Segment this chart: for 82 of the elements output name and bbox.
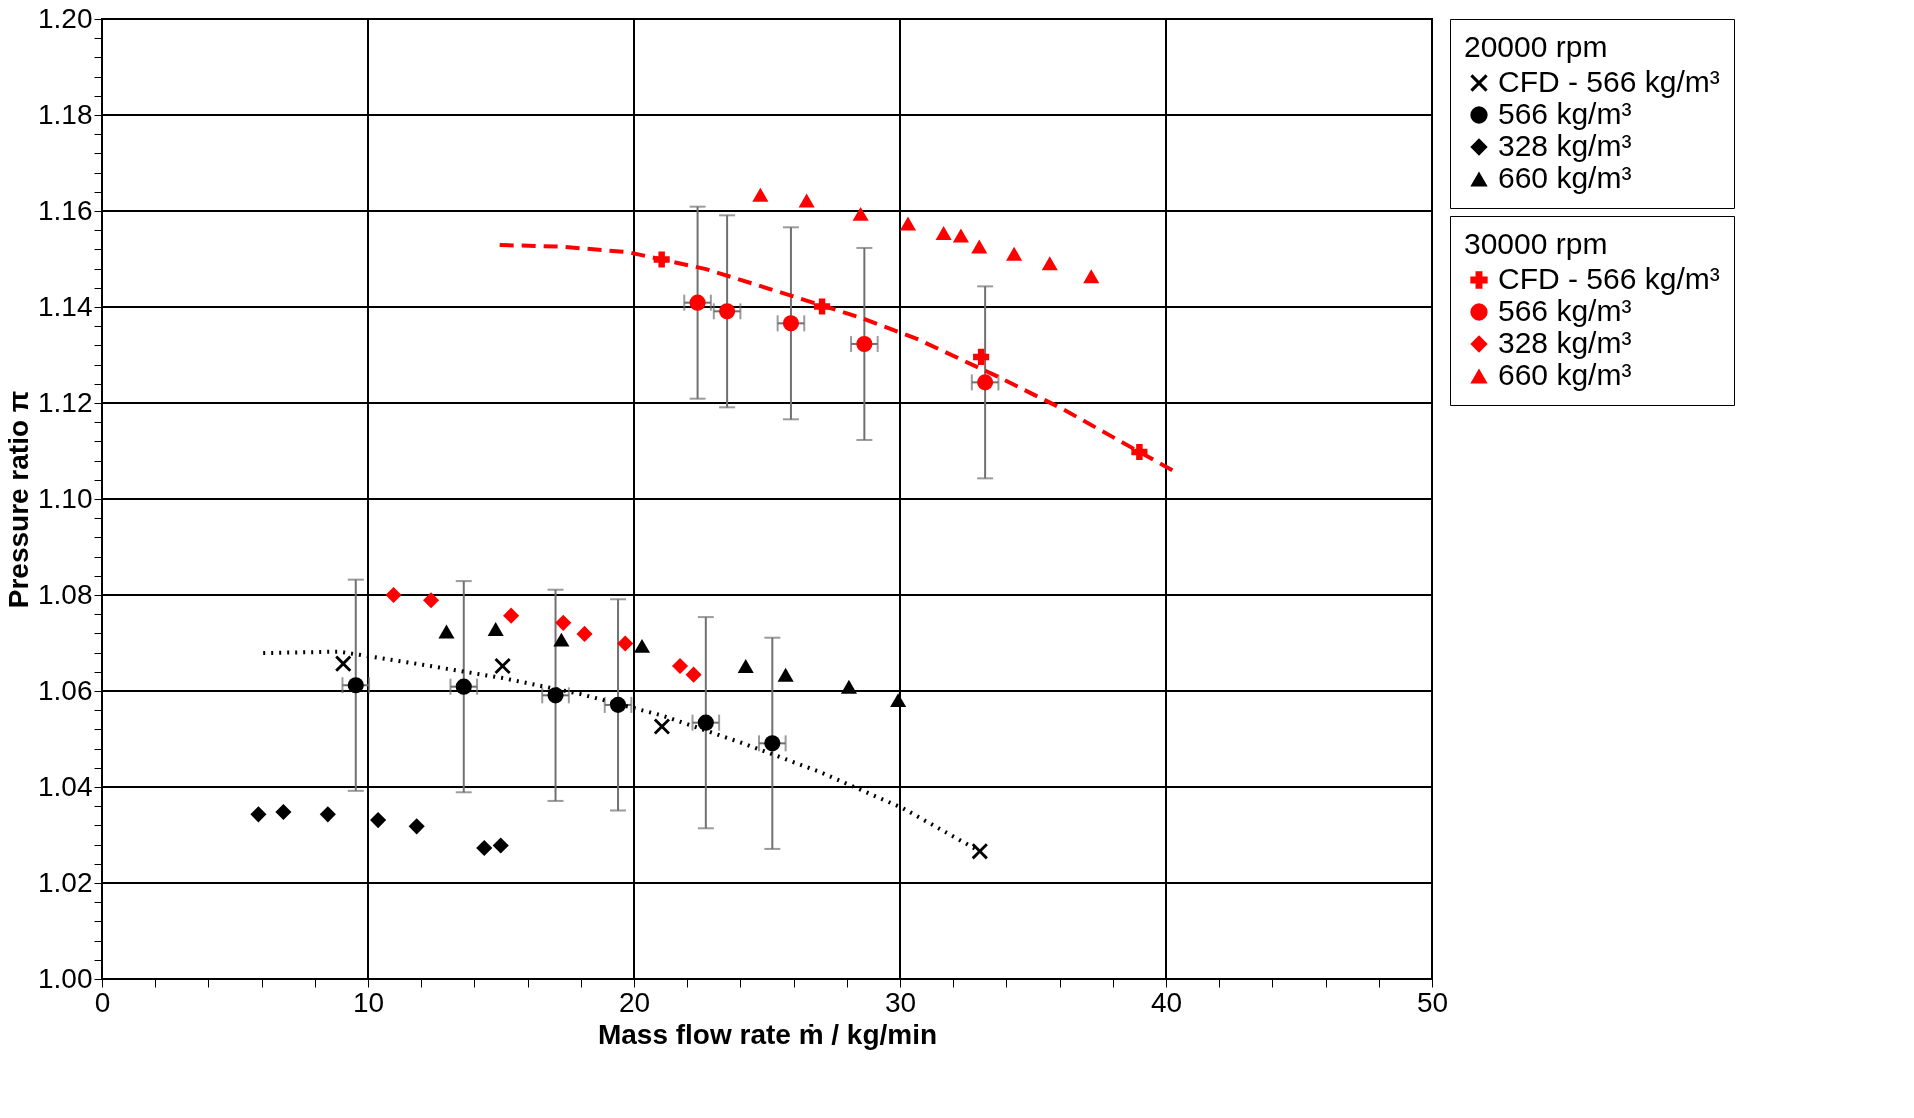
legend-label: 566 kg/m³ — [1498, 294, 1632, 327]
point — [1041, 256, 1058, 271]
legend-label: 328 kg/m³ — [1498, 129, 1632, 162]
point — [971, 843, 988, 860]
point — [1006, 246, 1023, 261]
legend-label: CFD - 566 kg/m³ — [1498, 65, 1720, 98]
point — [764, 735, 781, 752]
point — [487, 622, 504, 637]
y-tick-label: 1.10 — [38, 482, 93, 514]
y-tick-label: 1.08 — [38, 578, 93, 610]
point — [840, 679, 857, 694]
point — [617, 635, 634, 652]
y-tick-label: 1.12 — [38, 386, 93, 418]
point — [553, 632, 570, 647]
y-tick-label: 1.00 — [38, 962, 93, 994]
x-tick-label: 30 — [884, 986, 917, 1018]
point — [547, 687, 564, 704]
point — [609, 696, 627, 713]
point — [492, 837, 509, 854]
point — [890, 693, 907, 708]
point — [777, 667, 794, 682]
point — [370, 812, 387, 829]
point — [752, 187, 769, 202]
y-tick-label: 1.04 — [38, 770, 93, 802]
point — [438, 624, 455, 639]
point — [319, 806, 336, 823]
point — [633, 638, 651, 653]
point — [973, 348, 990, 365]
point — [503, 607, 520, 624]
point — [671, 657, 689, 675]
point — [737, 659, 754, 674]
point — [408, 818, 425, 835]
x-axis-title: Mass flow rate ṁ / kg/min — [597, 1018, 938, 1050]
point — [935, 226, 952, 241]
point — [1083, 269, 1100, 284]
point — [697, 714, 714, 731]
x-tick-label: 0 — [94, 986, 111, 1018]
point — [347, 677, 364, 694]
point — [455, 678, 472, 695]
y-axis-title: Pressure ratio π — [3, 390, 34, 609]
point — [275, 803, 292, 821]
text: 30000 rpm — [1464, 227, 1608, 260]
x-tick-label: 10 — [352, 986, 385, 1018]
legend-label: 566 kg/m³ — [1498, 97, 1632, 130]
point — [852, 206, 869, 221]
point — [899, 216, 917, 231]
point — [653, 251, 670, 268]
line-series — [497, 243, 1176, 474]
point — [422, 592, 440, 609]
point — [476, 839, 493, 857]
point — [576, 625, 593, 642]
point — [685, 666, 702, 683]
point — [971, 239, 988, 254]
x-tick-label: 50 — [1416, 986, 1449, 1018]
y-tick-label: 1.14 — [38, 290, 93, 322]
legend-label: 660 kg/m³ — [1498, 161, 1632, 194]
y-tick-label: 1.06 — [38, 674, 93, 706]
text: 20000 rpm — [1464, 30, 1608, 63]
y-tick-label: 1.16 — [38, 194, 93, 226]
point — [494, 657, 511, 675]
point — [385, 586, 402, 604]
point — [555, 614, 572, 631]
point — [814, 298, 831, 315]
y-tick-label: 1.02 — [38, 866, 93, 898]
point — [782, 315, 799, 332]
point — [798, 193, 815, 208]
y-tick-label: 1.20 — [38, 2, 93, 34]
x-tick-label: 20 — [618, 986, 651, 1018]
x-tick-label: 40 — [1150, 986, 1183, 1018]
point — [952, 228, 969, 243]
point — [719, 303, 736, 320]
point — [250, 806, 267, 823]
legend-label: CFD - 566 kg/m³ — [1498, 262, 1720, 295]
point — [689, 294, 706, 311]
point — [653, 718, 670, 735]
point — [1131, 443, 1148, 461]
point — [856, 335, 873, 353]
y-tick-label: 1.18 — [38, 98, 93, 130]
point — [335, 655, 352, 672]
legend-label: 328 kg/m³ — [1498, 326, 1632, 359]
point — [977, 374, 994, 391]
legend-label: 660 kg/m³ — [1498, 358, 1632, 391]
